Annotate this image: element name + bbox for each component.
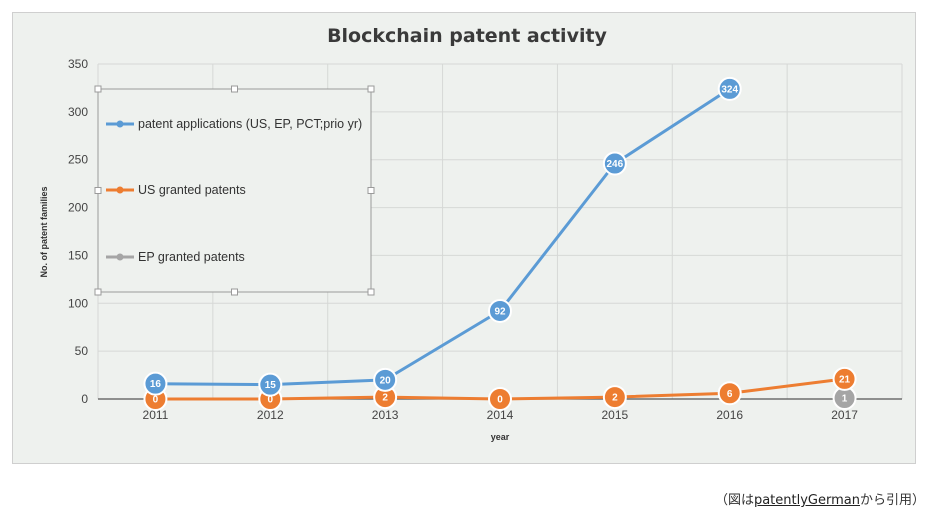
legend-swatch-marker xyxy=(116,186,124,194)
data-point-marker xyxy=(143,371,168,396)
legend-handle xyxy=(231,85,238,93)
y-axis-title: No. of patent families xyxy=(39,186,49,277)
y-tick-label: 200 xyxy=(68,201,88,215)
data-point-marker xyxy=(373,367,398,392)
data-point-marker xyxy=(717,381,742,406)
legend-entry: EP granted patents xyxy=(138,250,245,264)
y-tick-label: 350 xyxy=(68,57,88,71)
data-label: 0 xyxy=(497,395,503,406)
data-point-marker xyxy=(717,76,742,101)
data-label: 15 xyxy=(265,380,277,391)
legend-handle xyxy=(367,288,375,296)
series-line xyxy=(155,87,731,387)
data-label: 92 xyxy=(494,306,506,317)
x-tick-label: 2013 xyxy=(372,408,399,422)
y-tick-label: 150 xyxy=(68,248,88,262)
legend-entry: US granted patents xyxy=(138,183,246,197)
source-caption: （図はpatentlyGermanから引用） xyxy=(715,489,925,508)
y-tick-label: 50 xyxy=(75,344,89,358)
y-tick-label: 250 xyxy=(68,153,88,167)
source-link[interactable]: patentlyGerman xyxy=(753,493,860,508)
data-point-marker xyxy=(258,372,283,397)
legend: patent applications (US, EP, PCT;prio yr… xyxy=(94,85,375,296)
chart-title: Blockchain patent activity xyxy=(327,25,607,47)
legend-handle xyxy=(231,288,238,296)
data-label: 0 xyxy=(153,395,159,406)
legend-handle xyxy=(367,187,375,194)
x-tick-label: 2017 xyxy=(831,408,858,422)
data-label: 16 xyxy=(150,379,162,390)
data-label: 324 xyxy=(721,84,738,95)
data-point-marker xyxy=(602,151,627,176)
caption-suffix: から引用） xyxy=(859,493,925,508)
caption-prefix: （図は xyxy=(714,493,754,508)
data-point-marker xyxy=(832,366,857,391)
data-point-marker xyxy=(488,298,512,323)
data-label: 2 xyxy=(612,393,618,404)
legend-handle xyxy=(367,85,375,93)
data-label: 2 xyxy=(382,393,388,404)
x-tick-label: 2016 xyxy=(716,408,743,422)
legend-handle xyxy=(94,288,102,296)
x-axis-title: year xyxy=(491,432,510,442)
legend-swatch-marker xyxy=(116,120,124,128)
data-label: 21 xyxy=(839,374,851,385)
data-point-marker xyxy=(488,387,512,411)
data-label: 246 xyxy=(607,159,624,170)
y-axis-ticks: 0 50 100 150 200 250 300 350 xyxy=(68,57,88,406)
y-tick-label: 0 xyxy=(81,392,88,406)
legend-box xyxy=(97,88,372,293)
y-tick-label: 100 xyxy=(68,296,88,310)
data-label: 1 xyxy=(842,394,848,405)
legend-handle xyxy=(94,187,102,194)
x-tick-label: 2012 xyxy=(257,408,284,422)
data-point-marker xyxy=(602,385,627,410)
legend-swatch-marker xyxy=(116,253,124,261)
x-tick-label: 2014 xyxy=(487,408,514,422)
data-label: 20 xyxy=(380,375,392,386)
x-tick-label: 2015 xyxy=(602,408,629,422)
data-label: 6 xyxy=(727,389,733,400)
data-label: 0 xyxy=(268,395,274,406)
x-tick-label: 2011 xyxy=(143,408,169,422)
legend-entry: patent applications (US, EP, PCT;prio yr… xyxy=(138,117,362,131)
y-tick-label: 300 xyxy=(68,105,88,119)
line-chart: Blockchain patent activity 0501001502002… xyxy=(39,25,903,442)
x-axis-ticks: 2011 2012 2013 2014 2015 2016 2017 xyxy=(143,399,858,422)
legend-handle xyxy=(94,85,102,93)
